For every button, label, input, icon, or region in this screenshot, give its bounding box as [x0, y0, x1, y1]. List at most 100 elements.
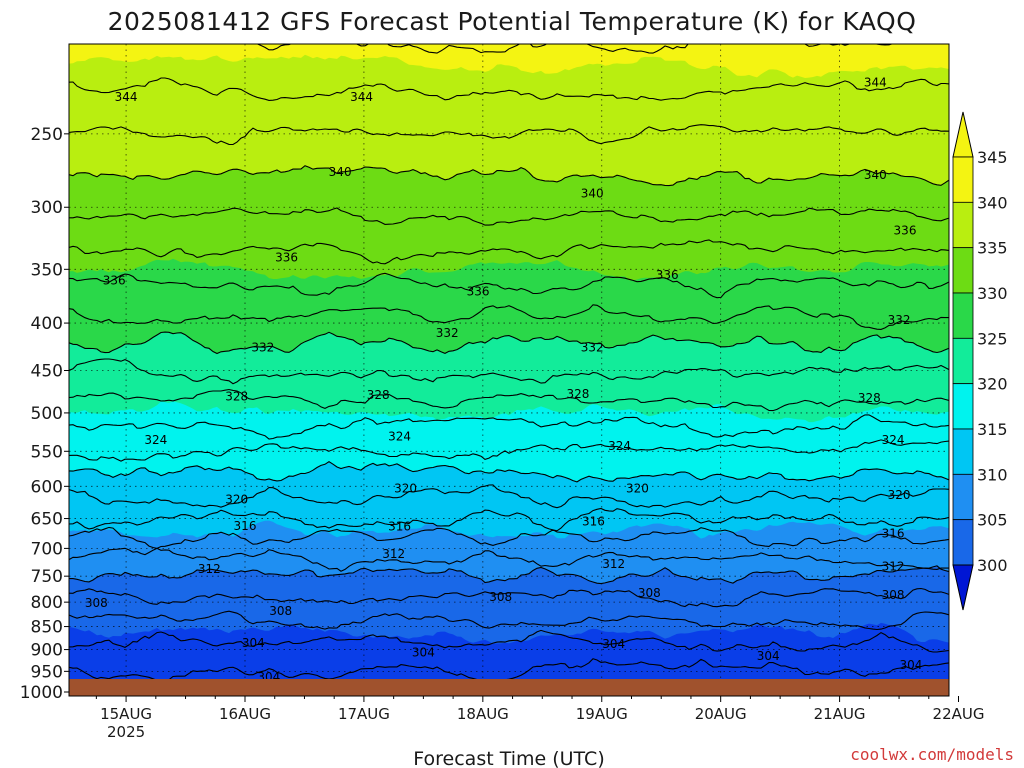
plot-area: 344 344 344 340 340 340 336 336 336 336 336 332 332 3…: [69, 44, 949, 696]
colorbar-band: [952, 247, 974, 294]
contour-label: 312: [882, 559, 905, 573]
contour-label: 332: [436, 326, 459, 340]
contour-334: [69, 272, 949, 299]
contour-344: [69, 77, 949, 101]
x-tick-label: 15AUG: [100, 705, 152, 723]
contour-label: 328: [567, 387, 590, 401]
contour-label: 304: [602, 637, 625, 651]
contour-label: 308: [882, 588, 905, 602]
y-tick-label: 300: [31, 198, 63, 218]
y-tick-label: 250: [31, 125, 63, 145]
contour-label: 336: [894, 224, 917, 238]
y-tick-label: 700: [31, 539, 63, 559]
contour-label: 336: [275, 251, 298, 265]
contour-label: 316: [882, 527, 905, 541]
x-tick-label: 19AUG: [576, 705, 628, 723]
contour-342: [69, 124, 949, 146]
contour-340: [69, 165, 949, 187]
contour-label: 332: [888, 313, 911, 327]
contour-label: 316: [388, 520, 411, 534]
colorbar-band: [952, 473, 974, 521]
y-tick-label: 500: [31, 404, 63, 424]
colorbar: 345 340 335 330 325 320 315 310 305 300: [952, 111, 1008, 611]
contour-332: [69, 304, 949, 330]
contour-306: [69, 610, 949, 631]
colorbar-tick-label: 340: [977, 193, 1008, 212]
colorbar-band: [952, 428, 974, 475]
x-tick-sublabel: 2025: [107, 723, 145, 741]
contour-label: 336: [467, 285, 490, 299]
contour-labels: 344 344 344 340 340 340 336 336 336 336 336 332 332 3…: [85, 75, 923, 683]
filled-contours: [69, 44, 949, 696]
contour-336: [69, 239, 949, 265]
contour-326: [69, 388, 949, 412]
contour-lines: [69, 44, 949, 683]
y-tick-label: 1000: [20, 683, 63, 703]
contour-label: 340: [581, 187, 604, 201]
contour-label: 304: [412, 646, 435, 660]
x-tick-label: 17AUG: [338, 705, 390, 723]
terrain-band: [69, 679, 949, 696]
contour-label: 312: [382, 547, 405, 561]
y-tick-label: 900: [31, 641, 63, 661]
grid-lines: [69, 44, 949, 696]
colorbar-tick-label: 335: [977, 239, 1008, 258]
contour-label: 308: [489, 590, 512, 604]
colorbar-tick-label: 300: [977, 556, 1008, 575]
contour-338: [69, 207, 949, 226]
contour-314: [69, 526, 949, 549]
contour-label: 308: [638, 586, 661, 600]
colorbar-tick-label: 315: [977, 420, 1008, 439]
x-tick-label: 21AUG: [814, 705, 866, 723]
contour-label: 316: [234, 519, 257, 533]
contour-label: 304: [899, 658, 922, 672]
colorbar-over-arrow: [952, 111, 974, 158]
contour-label: 328: [367, 388, 390, 402]
contour-label: 340: [329, 165, 352, 179]
colorbar-band: [952, 201, 974, 249]
x-axis-label: Forecast Time (UTC): [413, 748, 604, 768]
contour-304: [69, 629, 949, 653]
chart-title: 2025081412 GFS Forecast Potential Temper…: [108, 7, 917, 36]
y-axis: 250 300 350 400 450 500 550 600 650 700 750 800 850 9…: [20, 125, 69, 703]
contour-label: 336: [656, 268, 679, 282]
colorbar-tick-label: 305: [977, 511, 1008, 530]
colorbar-tick-label: 325: [977, 329, 1008, 348]
contour-label: 324: [608, 439, 631, 453]
contour-label: 320: [888, 488, 911, 502]
credit-text: coolwx.com/models: [850, 745, 1014, 764]
contour-label: 304: [242, 636, 265, 650]
colorbar-band: [952, 156, 974, 203]
y-tick-label: 600: [31, 477, 63, 497]
contour-label: 308: [269, 604, 292, 618]
contour-label: 328: [858, 391, 881, 405]
x-tick-label: 18AUG: [457, 705, 509, 723]
contour-324: [69, 414, 949, 440]
contour-label: 320: [394, 481, 417, 495]
colorbar-under-arrow: [952, 564, 974, 611]
contour-label: 336: [103, 274, 126, 288]
contour-label: 308: [85, 596, 108, 610]
colorbar-band: [952, 292, 974, 339]
contour-label: 328: [225, 389, 248, 403]
colorbar-band: [952, 519, 974, 566]
y-tick-label: 400: [31, 314, 63, 334]
y-tick-label: 550: [31, 442, 63, 462]
contour-310: [69, 565, 949, 585]
contour-label: 324: [144, 433, 167, 447]
contour-label: 344: [350, 90, 373, 104]
contour-318: [69, 484, 949, 509]
contour-label: 320: [626, 481, 649, 495]
colorbar-tick-label: 310: [977, 465, 1008, 484]
contour-label: 320: [225, 493, 248, 507]
contour-label: 324: [388, 429, 411, 443]
colorbar-tick-label: 345: [977, 148, 1008, 167]
y-tick-label: 650: [31, 510, 63, 530]
contour-label: 344: [115, 90, 138, 104]
contour-label: 324: [882, 433, 905, 447]
y-tick-label: 350: [31, 260, 63, 280]
y-tick-label: 950: [31, 662, 63, 682]
x-tick-label: 22AUG: [933, 705, 985, 723]
colorbar-tick-label: 330: [977, 284, 1008, 303]
